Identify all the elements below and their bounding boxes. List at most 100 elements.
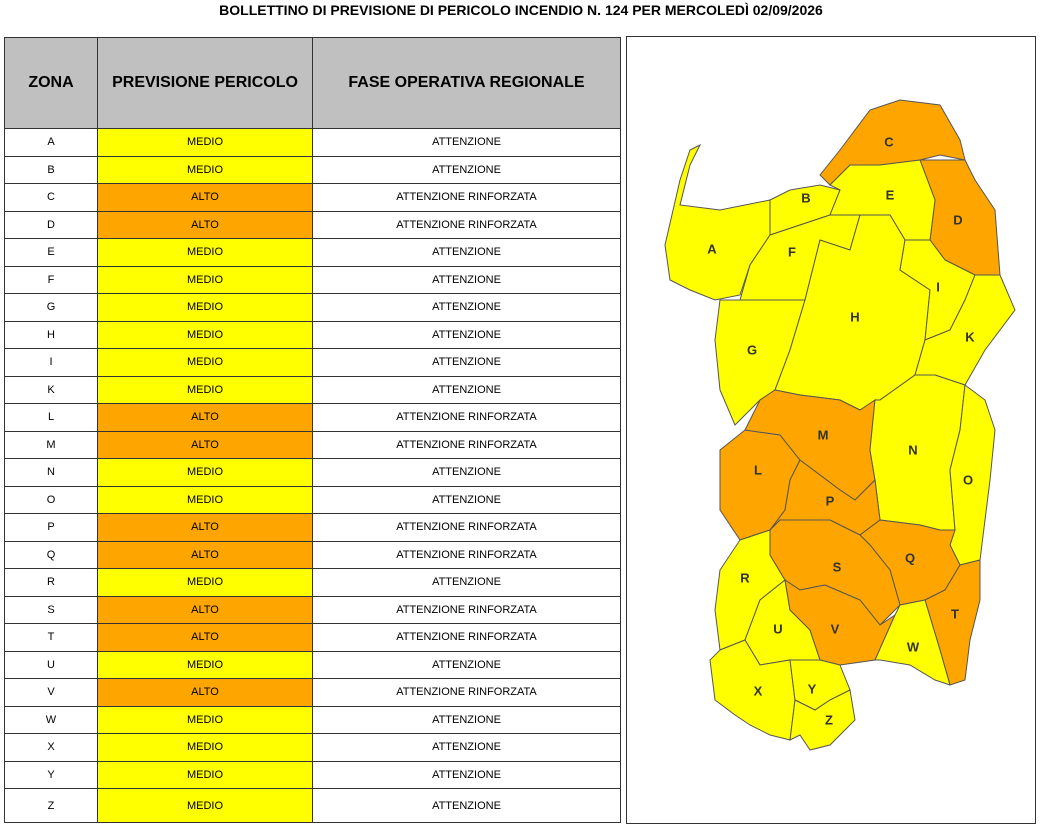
level-cell: ALTO bbox=[97, 210, 313, 239]
map-zone-label: N bbox=[908, 442, 917, 457]
phase-cell: ATTENZIONE bbox=[312, 485, 621, 514]
phase-cell: ATTENZIONE RINFORZATA bbox=[312, 623, 621, 652]
level-cell: MEDIO bbox=[97, 293, 313, 322]
level-cell: ALTO bbox=[97, 403, 313, 432]
map-zone-label: I bbox=[936, 279, 940, 294]
zone-cell: S bbox=[4, 595, 98, 624]
map-zone-label: B bbox=[801, 190, 810, 205]
level-cell: MEDIO bbox=[97, 788, 313, 823]
zone-cell: B bbox=[4, 155, 98, 184]
row: B MEDIO ATTENZIONE bbox=[4, 155, 621, 184]
phase-cell: ATTENZIONE RINFORZATA bbox=[312, 540, 621, 569]
map-zone-label: G bbox=[747, 342, 757, 357]
map-zone-label: F bbox=[788, 244, 796, 259]
row: C ALTO ATTENZIONE RINFORZATA bbox=[4, 183, 621, 212]
row: K MEDIO ATTENZIONE bbox=[4, 375, 621, 404]
map-zone-label: L bbox=[754, 462, 762, 477]
map-region bbox=[789, 689, 856, 751]
map-zone-label: U bbox=[773, 621, 782, 636]
phase-cell: ATTENZIONE bbox=[312, 293, 621, 322]
phase-cell: ATTENZIONE bbox=[312, 265, 621, 294]
phase-cell: ATTENZIONE bbox=[312, 348, 621, 377]
map-zone-label: T bbox=[951, 606, 959, 621]
row: H MEDIO ATTENZIONE bbox=[4, 320, 621, 349]
level-cell: MEDIO bbox=[97, 705, 313, 734]
level-cell: MEDIO bbox=[97, 733, 313, 762]
phase-cell: ATTENZIONE RINFORZATA bbox=[312, 513, 621, 542]
phase-cell: ATTENZIONE bbox=[312, 733, 621, 762]
level-cell: MEDIO bbox=[97, 375, 313, 404]
row: S ALTO ATTENZIONE RINFORZATA bbox=[4, 595, 621, 624]
forecast-table: Z ON A PREVISIONE PERICOLO FASE OPERATIVA … bbox=[4, 37, 621, 823]
level-cell: MEDIO bbox=[97, 348, 313, 377]
level-cell: ALTO bbox=[97, 540, 313, 569]
level-cell: MEDIO bbox=[97, 320, 313, 349]
phase-cell: ATTENZIONE bbox=[312, 320, 621, 349]
level-cell: ALTO bbox=[97, 595, 313, 624]
map-zone-label: W bbox=[907, 639, 920, 654]
zone-cell: N bbox=[4, 458, 98, 487]
phase-cell: ATTENZIONE bbox=[312, 760, 621, 789]
map-zone-label: V bbox=[831, 621, 840, 636]
zone-cell: K bbox=[4, 375, 98, 404]
row: N MEDIO ATTENZIONE bbox=[4, 458, 621, 487]
map-zone-label: A bbox=[707, 241, 717, 256]
row: W MEDIO ATTENZIONE bbox=[4, 705, 621, 734]
map-zone-label: P bbox=[826, 493, 835, 508]
level-cell: ALTO bbox=[97, 623, 313, 652]
row: X MEDIO ATTENZIONE bbox=[4, 733, 621, 762]
row: R MEDIO ATTENZIONE bbox=[4, 568, 621, 597]
header-cell: PREVISIONE PERICOLO bbox=[97, 37, 313, 129]
row: O MEDIO ATTENZIONE bbox=[4, 485, 621, 514]
row: D ALTO ATTENZIONE RINFORZATA bbox=[4, 210, 621, 239]
title: BOLLETTINO DI PREVISIONE DI PERICOLO INC… bbox=[219, 2, 823, 18]
zone-cell: C bbox=[4, 183, 98, 212]
level-cell: MEDIO bbox=[97, 568, 313, 597]
map-zone-label: M bbox=[818, 427, 829, 442]
zone-cell: X bbox=[4, 733, 98, 762]
level-cell: MEDIO bbox=[97, 265, 313, 294]
phase-cell: ATTENZIONE bbox=[312, 128, 621, 157]
level-cell: MEDIO bbox=[97, 650, 313, 679]
zone-cell: Q bbox=[4, 540, 98, 569]
row: Q ALTO ATTENZIONE RINFORZATA bbox=[4, 540, 621, 569]
zone-cell: H bbox=[4, 320, 98, 349]
map-zone-label: Z bbox=[825, 712, 833, 727]
map-zone-label: C bbox=[884, 134, 894, 149]
map-zone-label: X bbox=[754, 683, 763, 698]
zone-cell: R bbox=[4, 568, 98, 597]
level-cell: ALTO bbox=[97, 183, 313, 212]
phase-cell: ATTENZIONE bbox=[312, 375, 621, 404]
map-panel bbox=[626, 36, 1036, 824]
row: T ALTO ATTENZIONE RINFORZATA bbox=[4, 623, 621, 652]
row: E MEDIO ATTENZIONE bbox=[4, 238, 621, 267]
map-region bbox=[709, 639, 796, 741]
zone-cell: O bbox=[4, 485, 98, 514]
phase-cell: ATTENZIONE RINFORZATA bbox=[312, 595, 621, 624]
phase-cell: ATTENZIONE bbox=[312, 568, 621, 597]
map-region bbox=[924, 559, 981, 686]
zone-cell: A bbox=[4, 128, 98, 157]
phase-cell: ATTENZIONE RINFORZATA bbox=[312, 183, 621, 212]
map-zone-label: R bbox=[740, 570, 750, 585]
level-cell: ALTO bbox=[97, 513, 313, 542]
level-cell: MEDIO bbox=[97, 760, 313, 789]
phase-cell: ATTENZIONE RINFORZATA bbox=[312, 430, 621, 459]
phase-cell: ATTENZIONE bbox=[312, 155, 621, 184]
phase-cell: ATTENZIONE bbox=[312, 705, 621, 734]
row: A MEDIO ATTENZIONE bbox=[4, 128, 621, 157]
header-cell: FASE OPERATIVA REGIONALE bbox=[312, 37, 621, 129]
level-cell: MEDIO bbox=[97, 238, 313, 267]
row: Y MEDIO ATTENZIONE bbox=[4, 760, 621, 789]
map-zone-label: H bbox=[850, 309, 859, 324]
phase-cell: ATTENZIONE bbox=[312, 238, 621, 267]
map-region bbox=[874, 599, 951, 686]
row: I MEDIO ATTENZIONE bbox=[4, 348, 621, 377]
level-cell: MEDIO bbox=[97, 155, 313, 184]
phase-cell: ATTENZIONE RINFORZATA bbox=[312, 210, 621, 239]
map-zone-label: K bbox=[965, 329, 975, 344]
row: G MEDIO ATTENZIONE bbox=[4, 293, 621, 322]
level-cell: MEDIO bbox=[97, 128, 313, 157]
phase-cell: ATTENZIONE bbox=[312, 458, 621, 487]
